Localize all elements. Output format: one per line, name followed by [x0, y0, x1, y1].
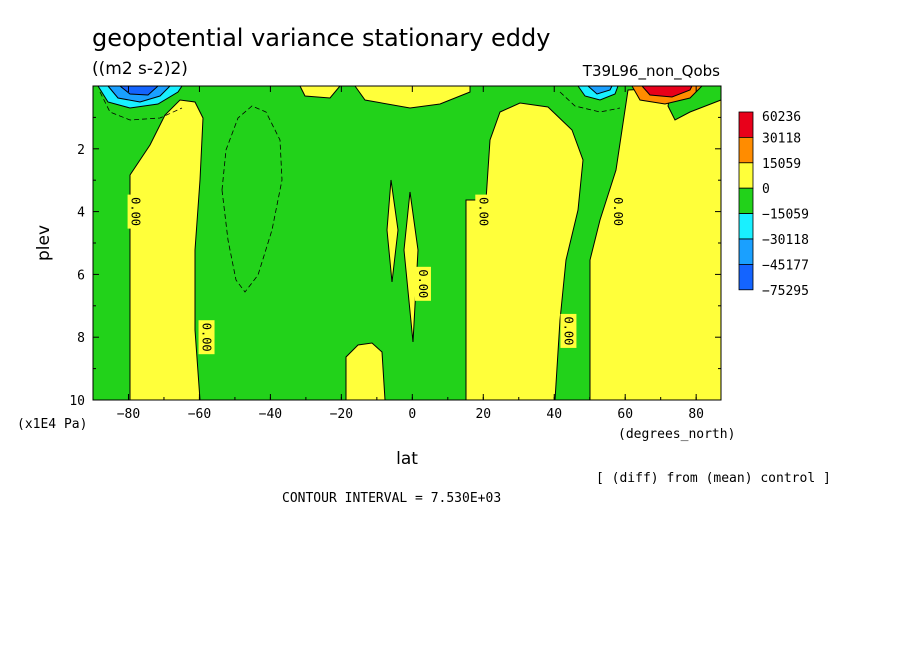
contour-label: 0.00 — [200, 323, 214, 352]
contour-label: 0.00 — [129, 197, 143, 226]
colorbar-swatch — [738, 136, 754, 164]
colorbar-swatch — [738, 111, 754, 138]
region-positive-nh-mid — [465, 102, 584, 401]
contour-label-background — [610, 194, 627, 229]
x-tick-label: 80 — [688, 407, 704, 422]
x-tick-label: −80 — [117, 407, 140, 422]
x-tick-label: 40 — [546, 407, 562, 422]
contour-interval: CONTOUR INTERVAL = 7.530E+03 — [282, 491, 501, 506]
x-axis-label: lat — [396, 449, 418, 469]
plot-area: 0.000.000.000.000.000.00 −80 −60 −40 −20 0 20… — [69, 85, 722, 422]
region-positive-eq-sliver-1 — [386, 179, 399, 283]
colorbar-swatch — [738, 213, 754, 240]
contour-label: 0.00 — [476, 197, 490, 226]
x-tick-label: −60 — [188, 407, 211, 422]
colorbar-swatch — [738, 263, 754, 291]
colorbar-swatch — [738, 187, 754, 214]
contour-label-background — [198, 320, 215, 355]
contour-label-background — [414, 266, 431, 301]
colorbar-label: −45177 — [762, 258, 809, 273]
colorbar-label: −75295 — [762, 284, 809, 299]
x-tick-label: −20 — [330, 407, 353, 422]
contour-label: 0.00 — [611, 197, 625, 226]
chart-units: ((m2 s-2)2) — [92, 59, 188, 79]
colorbar-label: 15059 — [762, 157, 801, 172]
contour-label-background — [475, 194, 492, 229]
contour-label-background — [560, 313, 577, 348]
region-positive-sh — [129, 99, 204, 401]
dashed-contour-top-left — [99, 91, 183, 121]
x-tick-label: 60 — [617, 407, 633, 422]
region-positive-eq-south — [345, 342, 386, 401]
x-tick-label: 0 — [408, 407, 416, 422]
y-tick-label: 8 — [77, 331, 85, 346]
y-tick-label: 10 — [69, 394, 85, 409]
colorbar-swatch — [738, 238, 754, 265]
run-label: T39L96_non_Qobs — [582, 62, 720, 81]
y-axis-units: (x1E4 Pa) — [17, 417, 87, 432]
colorbar-label: 60236 — [762, 110, 801, 125]
contour-label: 0.00 — [416, 269, 430, 298]
region-positive-eq-sliver-2 — [403, 191, 419, 343]
contour-label-background — [127, 194, 144, 229]
y-tick-label: 4 — [77, 206, 85, 221]
contour-label: 0.00 — [561, 316, 575, 345]
x-axis-units: (degrees_north) — [618, 427, 735, 442]
colorbar-label: −30118 — [762, 233, 809, 248]
y-axis-label: plev — [34, 225, 54, 261]
x-tick-label: −40 — [259, 407, 282, 422]
x-tick-label: 20 — [475, 407, 491, 422]
colorbar-swatch — [738, 162, 754, 189]
contour-labels: 0.00 0.00 0.00 0.00 0.00 0.00 — [127, 194, 627, 355]
y-tick-label: 2 — [77, 143, 85, 158]
chart-title: geopotential variance stationary eddy — [92, 24, 550, 52]
dashed-contour-sh — [221, 105, 283, 293]
colorbar-label: 0 — [762, 182, 770, 197]
comparison-note: [ (diff) from (mean) control ] — [596, 471, 831, 486]
colorbar-label: 30118 — [762, 131, 801, 146]
colorbar-label: −15059 — [762, 208, 809, 223]
y-tick-label: 6 — [77, 268, 85, 283]
axis-ticks: −80 −60 −40 −20 0 20 40 60 80 2 4 6 8 10 — [69, 86, 721, 422]
dashed-contour-top-nh — [559, 91, 621, 113]
colorbar: 60236 30118 15059 0 −15059 −30118 −45177 −75295 — [738, 110, 809, 299]
